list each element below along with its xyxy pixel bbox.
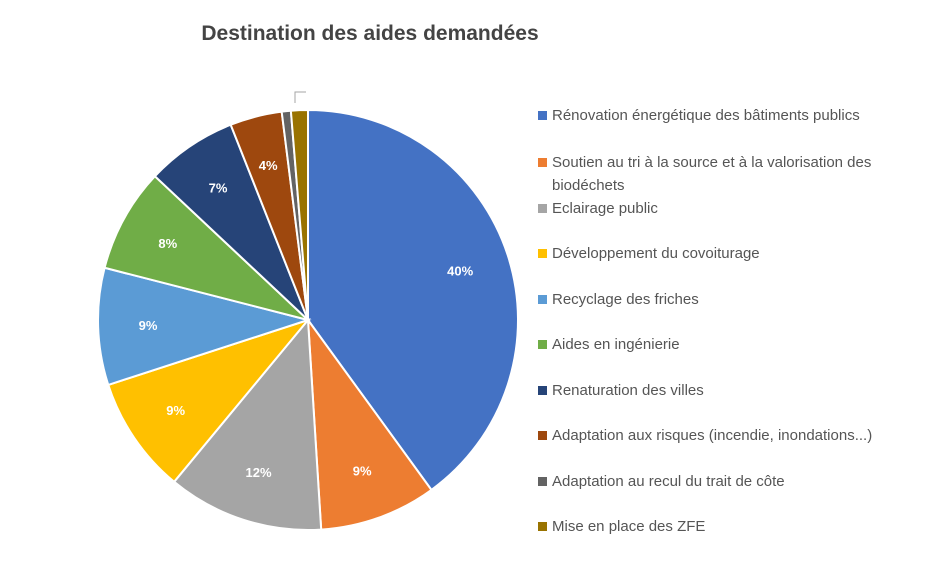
legend-swatch bbox=[538, 340, 547, 349]
slice-data-label: 12% bbox=[246, 465, 272, 480]
pie-slice bbox=[103, 174, 309, 321]
legend-swatch bbox=[538, 158, 547, 167]
slice-data-label: 7% bbox=[209, 181, 228, 196]
legend-label: Adaptation aux risques (incendie, inonda… bbox=[552, 427, 873, 444]
slice-data-label: 9% bbox=[353, 464, 372, 479]
legend-swatch bbox=[538, 477, 547, 486]
slice-data-label: 40% bbox=[447, 264, 473, 279]
slice-data-label: 8% bbox=[158, 236, 177, 251]
legend-label: Aides en ingénierie bbox=[552, 336, 680, 353]
pie-slice bbox=[289, 108, 309, 321]
legend-label: Mise en place des ZFE bbox=[552, 518, 706, 535]
legend-label: Développement du covoiturage bbox=[552, 245, 760, 262]
chart-title: Destination des aides demandées bbox=[201, 22, 539, 45]
legend-swatch bbox=[538, 111, 547, 120]
leader-line bbox=[294, 91, 306, 103]
legend-swatch bbox=[538, 204, 547, 213]
slice-data-label: 9% bbox=[139, 318, 158, 333]
pie-slice bbox=[172, 317, 323, 531]
legend-swatch bbox=[538, 431, 547, 440]
legend-swatch bbox=[538, 522, 547, 531]
pie-slice bbox=[306, 316, 433, 531]
legend-label: Renaturation des villes bbox=[552, 382, 704, 399]
legend-label: Eclairage public bbox=[552, 200, 658, 217]
legend-label: Soutien au tri à la source et à la valor… bbox=[552, 154, 872, 194]
legend-swatch bbox=[538, 295, 547, 304]
legend-swatch bbox=[538, 386, 547, 395]
legend-label: Recyclage des friches bbox=[552, 291, 699, 308]
pie-slice bbox=[307, 108, 519, 492]
legend-label: Adaptation au recul du trait de côte bbox=[552, 473, 785, 490]
legend-swatch bbox=[538, 249, 547, 258]
legend-label: Rénovation énergétique des bâtiments pub… bbox=[552, 107, 860, 124]
slice-data-label: 4% bbox=[259, 158, 278, 173]
pie-chart: 40% 9% 12% 9% 9% 8% 7% 4% bbox=[97, 91, 519, 531]
pie-slice bbox=[97, 266, 312, 387]
pie-slice bbox=[107, 317, 311, 484]
slice-data-label: 9% bbox=[166, 403, 185, 418]
